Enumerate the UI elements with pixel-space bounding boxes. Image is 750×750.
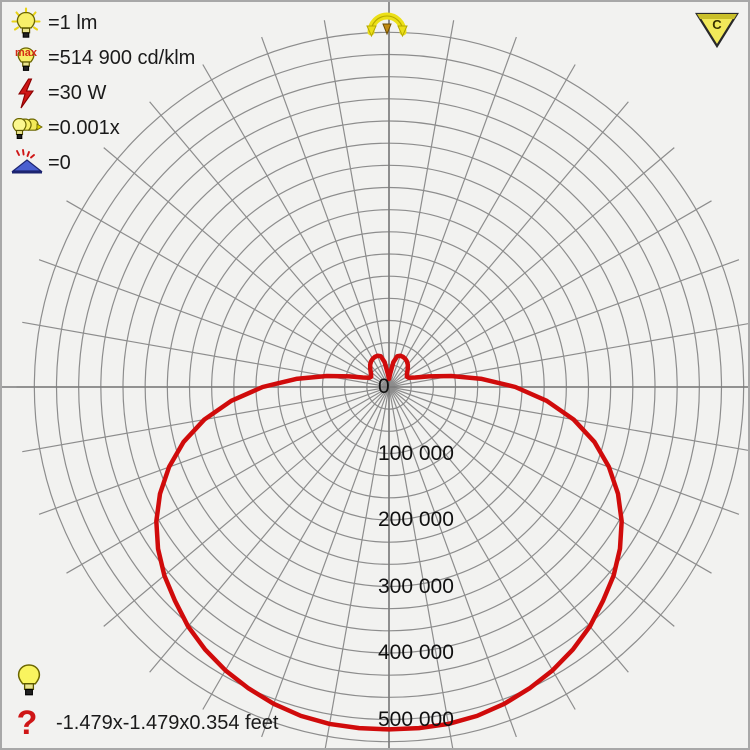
legend-value-power: =30 W <box>48 82 107 104</box>
legend-row-max-intensity: max =514 900 cd/klm <box>10 41 195 76</box>
legend-value-tilt-angle: =0 <box>48 152 71 174</box>
dimensions-question-icon: ? <box>10 703 48 743</box>
svg-text:max: max <box>15 47 38 59</box>
radial-tick-label: 500 000 <box>378 707 454 731</box>
power-lightning-bolt-icon <box>10 77 44 110</box>
luminous-flux-lamp-icon <box>10 7 44 40</box>
tilt-angle-surface-icon <box>10 147 44 180</box>
radial-tick-label: 100 000 <box>378 441 454 465</box>
c-plane-cone-icon[interactable]: C <box>692 6 742 50</box>
svg-text:C: C <box>712 17 722 32</box>
legend-value-luminous-flux: =1 lm <box>48 12 98 34</box>
max-intensity-lamp-icon: max <box>10 42 44 75</box>
legend-row-luminous-flux: =1 lm <box>10 6 195 41</box>
radial-tick-label: 300 000 <box>378 574 454 598</box>
intensity-curve-layer <box>154 353 624 732</box>
luminaire-legend: ? -1.479x-1.479x0.354 feet <box>10 660 278 744</box>
legend-value-light-loss-factor: =0.001x <box>48 117 120 139</box>
legend-row-power: =30 W <box>10 76 195 111</box>
legend-row-tilt-angle: =0 <box>10 146 195 181</box>
intensity-curve <box>154 353 624 732</box>
radial-tick-label: 400 000 <box>378 641 454 664</box>
legend-value-dimensions: -1.479x-1.479x0.354 feet <box>56 711 279 734</box>
light-loss-factor-lamps-icon <box>10 112 44 145</box>
svg-text:?: ? <box>17 704 38 742</box>
radial-tick-label: 0 <box>378 375 390 398</box>
radial-tick-label: 200 000 <box>378 508 454 531</box>
parameter-legend: =1 lm max =514 900 cd/klm =30 W <box>10 6 195 181</box>
rotation-arrow-icon[interactable] <box>357 4 417 44</box>
legend-row-dimensions: ? -1.479x-1.479x0.354 feet <box>10 702 279 744</box>
legend-value-max-intensity: =514 900 cd/klm <box>48 47 196 69</box>
legend-row-luminaire <box>10 660 278 702</box>
legend-row-light-loss-factor: =0.001x <box>10 111 195 146</box>
luminaire-lamp-icon <box>10 661 48 701</box>
